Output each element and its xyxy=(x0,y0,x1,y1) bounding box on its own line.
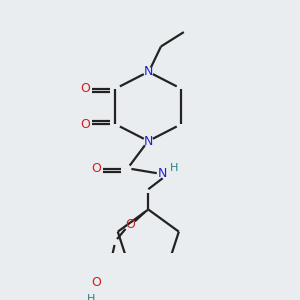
Text: H: H xyxy=(87,294,95,300)
Text: O: O xyxy=(91,276,101,289)
Text: N: N xyxy=(144,135,153,148)
Text: O: O xyxy=(125,218,135,231)
Text: O: O xyxy=(91,162,101,176)
Text: H: H xyxy=(170,163,179,173)
Text: O: O xyxy=(80,118,90,131)
Text: N: N xyxy=(144,65,153,78)
Text: N: N xyxy=(158,167,167,180)
Text: O: O xyxy=(80,82,90,95)
